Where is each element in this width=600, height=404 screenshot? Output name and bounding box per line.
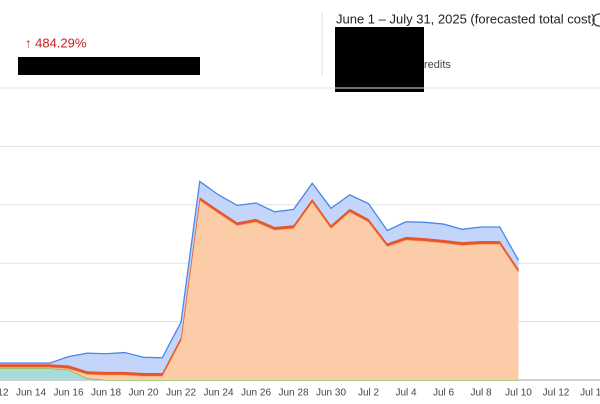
x-tick-label: Jul 8 [470,388,492,399]
x-tick-label: Jun 14 [16,388,46,399]
redaction [335,27,424,92]
x-tick-label: Jul 2 [358,388,380,399]
x-tick-label: Jul 4 [395,388,417,399]
redaction [18,57,200,75]
x-tick-label: Jun 30 [316,388,346,399]
credits-label: redits [424,59,451,71]
x-tick-label: Jun 20 [128,388,158,399]
period-label: June 1 – July 31, 2025 (forecasted total… [336,11,595,26]
x-tick-label: Jun 22 [166,388,196,399]
x-tick-label: Jul 14 [580,388,600,399]
cost-change: ↑ 484.29% [25,35,87,50]
area [0,200,519,380]
x-tick-label: Jun 18 [91,388,121,399]
x-tick-label: Jun 24 [203,388,233,399]
x-tick-label: Jul 10 [505,388,532,399]
help-icon[interactable] [592,13,600,27]
plot: Jun 12 Jun 14 Jun 16 Jun 18 Jun 20 Jun 22 Jun … [0,87,600,399]
area-line [0,180,520,364]
x-tick-label: Jun 26 [241,388,271,399]
area [0,368,519,380]
x-tick-label: Jun 28 [278,388,308,399]
area [0,181,519,373]
x-tick-label: Jul 6 [433,388,455,399]
x-tick-label: Jun 12 [0,388,9,399]
x-tick-label: Jul 12 [543,388,570,399]
x-tick-label: Jun 16 [53,388,83,399]
